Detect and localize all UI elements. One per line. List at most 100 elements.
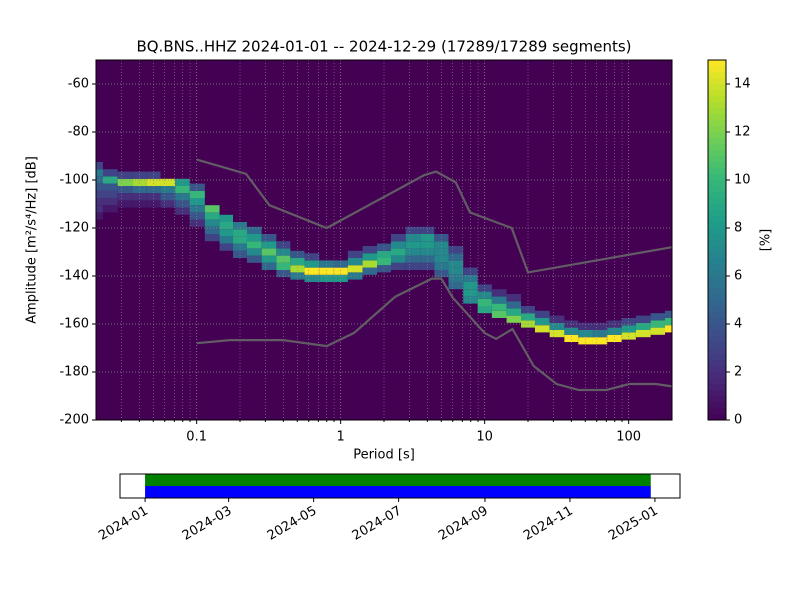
heatmap-cell bbox=[592, 322, 608, 330]
heatmap-cell bbox=[219, 236, 234, 244]
colorbar-segment bbox=[708, 132, 726, 139]
colorbar-frame bbox=[707, 59, 727, 421]
heatmap-cell bbox=[261, 248, 277, 256]
colorbar-segment bbox=[708, 114, 726, 121]
heatmap-cell bbox=[448, 274, 464, 282]
heatmap-cell bbox=[448, 253, 464, 261]
heatmap-cell bbox=[189, 198, 205, 206]
colorbar-segment bbox=[708, 204, 726, 211]
heatmap-cell bbox=[347, 258, 363, 266]
heatmap-cell bbox=[290, 250, 305, 258]
heatmap-cell bbox=[102, 205, 118, 213]
colorbar-segment bbox=[708, 246, 726, 253]
colorbar-segment bbox=[708, 186, 726, 193]
heatmap-cell bbox=[491, 289, 507, 297]
heatmap-cell bbox=[635, 315, 651, 323]
colorbar-segment bbox=[708, 60, 726, 67]
colorbar-segment bbox=[708, 198, 726, 205]
heatmap-cell bbox=[175, 207, 190, 215]
heatmap-cell bbox=[463, 274, 478, 282]
heatmap-cell bbox=[534, 310, 550, 318]
heatmap-cell bbox=[506, 294, 522, 302]
heatmap-cell bbox=[261, 255, 277, 263]
colorbar-segment bbox=[708, 192, 726, 199]
heatmap-cell bbox=[96, 183, 103, 191]
colorbar-segment bbox=[708, 120, 726, 127]
heatmap-cell bbox=[246, 255, 262, 263]
coverage-bar bbox=[145, 486, 651, 498]
heatmap-cell bbox=[448, 246, 464, 254]
heatmap-cell bbox=[377, 250, 391, 258]
heatmap-cell bbox=[204, 234, 220, 242]
heatmap-cell bbox=[117, 193, 133, 201]
heatmap-cell bbox=[491, 303, 507, 311]
colorbar-segment bbox=[708, 294, 726, 301]
colorbar-label: [%] bbox=[759, 229, 774, 252]
heatmap-cell bbox=[246, 248, 262, 256]
heatmap-cell bbox=[189, 183, 205, 191]
colorbar-segment bbox=[708, 384, 726, 391]
heatmap-cell bbox=[362, 253, 378, 261]
heatmap-cell bbox=[204, 212, 220, 220]
colorbar-segment bbox=[708, 258, 726, 265]
colorbar-tick-label: 10 bbox=[734, 173, 751, 188]
colorbar-segment bbox=[708, 222, 726, 229]
heatmap-cell bbox=[160, 178, 176, 186]
heatmap-cell bbox=[405, 226, 421, 234]
heatmap-cell bbox=[219, 243, 234, 251]
heatmap-cell bbox=[319, 267, 334, 275]
heatmap-cell bbox=[189, 190, 205, 198]
heatmap-cell bbox=[132, 193, 147, 201]
colorbar-segment bbox=[708, 138, 726, 145]
x-tick-label: 2024-01 bbox=[96, 504, 151, 544]
colorbar-segment bbox=[708, 402, 726, 409]
heatmap-cell bbox=[160, 186, 176, 194]
colorbar-tick-label: 0 bbox=[734, 413, 742, 428]
heatmap-cell bbox=[477, 298, 492, 306]
heatmap-cell bbox=[304, 274, 320, 282]
heatmap-cell bbox=[261, 241, 277, 249]
heatmap-cell bbox=[333, 274, 348, 282]
heatmap-cell bbox=[506, 315, 522, 323]
heatmap-cell bbox=[448, 267, 464, 275]
heatmap-cell bbox=[189, 212, 205, 220]
heatmap-cell bbox=[448, 260, 464, 268]
colorbar-segment bbox=[708, 354, 726, 361]
heatmap-cell bbox=[578, 322, 593, 330]
heatmap-cell bbox=[578, 337, 593, 345]
heatmap-cell bbox=[304, 253, 320, 261]
heatmap-cell bbox=[534, 325, 550, 333]
heatmap-cell bbox=[420, 226, 435, 234]
colorbar-segment bbox=[708, 276, 726, 283]
colorbar-segment bbox=[708, 90, 726, 97]
heatmap-cell bbox=[102, 183, 118, 191]
colorbar-segment bbox=[708, 156, 726, 163]
colorbar-segment bbox=[708, 408, 726, 415]
heatmap-cell bbox=[434, 241, 449, 249]
heatmap-cell bbox=[160, 193, 176, 201]
colorbar-segment bbox=[708, 270, 726, 277]
colorbar-tick-label: 8 bbox=[734, 221, 742, 236]
colorbar-segment bbox=[708, 360, 726, 367]
heatmap-cell bbox=[189, 219, 205, 227]
colorbar-segment bbox=[708, 378, 726, 385]
heatmap-cell bbox=[635, 322, 651, 330]
heatmap-cell bbox=[420, 262, 435, 270]
heatmap-cell bbox=[175, 178, 190, 186]
heatmap-cell bbox=[319, 274, 334, 282]
colorbar-segment bbox=[708, 414, 726, 421]
colorbar-segment bbox=[708, 330, 726, 337]
x-tick-label: 0.1 bbox=[186, 430, 207, 445]
heatmap-cell bbox=[96, 190, 103, 198]
colorbar-segment bbox=[708, 252, 726, 259]
x-tick-label: 2024-03 bbox=[180, 504, 235, 544]
heatmap-cell bbox=[650, 313, 666, 321]
y-tick-label: -120 bbox=[59, 221, 89, 236]
heatmap-cell bbox=[534, 318, 550, 326]
heatmap-cell bbox=[420, 241, 435, 249]
x-tick-label: 100 bbox=[616, 430, 641, 445]
y-tick-label: -60 bbox=[68, 77, 89, 92]
noise-model-line bbox=[196, 158, 673, 274]
heatmap-cell bbox=[246, 241, 262, 249]
heatmap-cell bbox=[521, 313, 535, 321]
